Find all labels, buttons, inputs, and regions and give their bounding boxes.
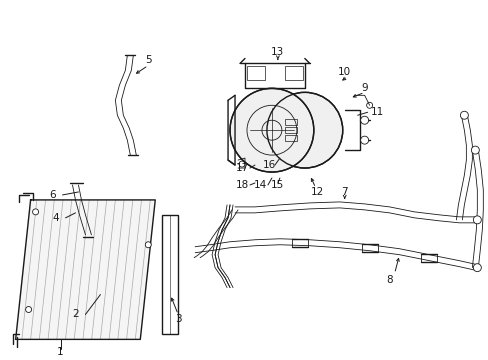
Circle shape [266, 92, 342, 168]
Text: 7: 7 [341, 187, 347, 197]
Text: 10: 10 [338, 67, 350, 77]
Circle shape [472, 264, 480, 272]
Circle shape [470, 146, 478, 154]
Circle shape [229, 88, 313, 172]
Text: 8: 8 [386, 275, 392, 285]
Text: 1: 1 [57, 347, 64, 357]
Text: 3: 3 [175, 314, 181, 324]
Text: 6: 6 [49, 190, 56, 200]
Bar [246, 67, 264, 80]
Text: 18: 18 [235, 180, 248, 190]
Text: 5: 5 [144, 55, 151, 66]
Text: 13: 13 [271, 48, 284, 58]
Text: 14: 14 [253, 180, 266, 190]
Bar [162, 215, 178, 334]
Polygon shape [16, 200, 155, 339]
Circle shape [145, 242, 151, 248]
Text: 2: 2 [72, 310, 79, 319]
Circle shape [459, 111, 468, 119]
Text: 9: 9 [361, 84, 367, 93]
Circle shape [472, 216, 480, 224]
Text: 4: 4 [52, 213, 59, 223]
Bar [285, 67, 302, 80]
Text: 12: 12 [310, 187, 324, 197]
Text: 17: 17 [235, 163, 248, 173]
Circle shape [360, 136, 368, 144]
Bar [285, 119, 296, 125]
Bar [285, 135, 296, 141]
Text: 16: 16 [263, 160, 276, 170]
Circle shape [33, 209, 39, 215]
Circle shape [25, 306, 32, 312]
Text: 15: 15 [271, 180, 284, 190]
Text: 11: 11 [370, 107, 384, 117]
Bar [285, 127, 296, 133]
Circle shape [360, 116, 368, 124]
